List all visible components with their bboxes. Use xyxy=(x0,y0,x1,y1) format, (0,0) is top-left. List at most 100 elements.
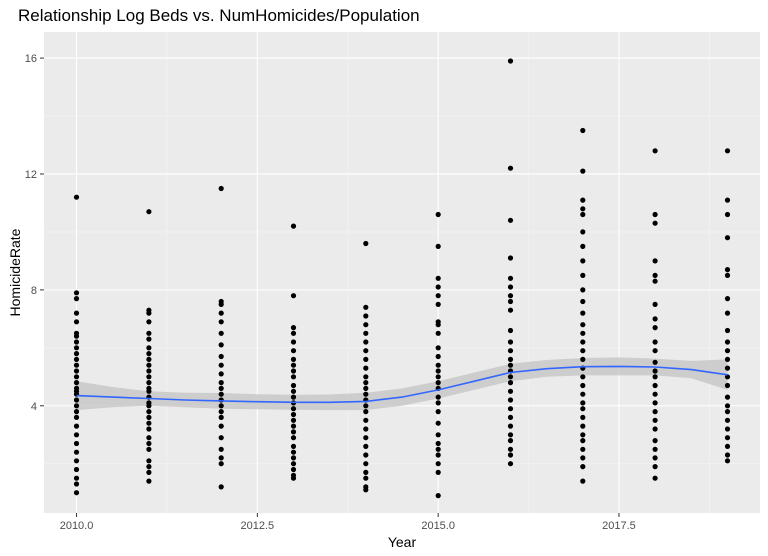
data-point xyxy=(73,403,80,409)
data-point xyxy=(724,339,731,345)
data-point xyxy=(435,400,441,406)
data-point xyxy=(290,325,297,331)
data-point xyxy=(435,440,441,447)
data-point xyxy=(73,475,80,481)
data-point xyxy=(290,223,297,229)
data-point xyxy=(580,258,586,264)
y-tick-label: 12 xyxy=(25,169,37,181)
data-point xyxy=(218,391,224,397)
data-point xyxy=(218,435,224,441)
data-point xyxy=(580,432,586,438)
data-point xyxy=(652,391,658,397)
data-point xyxy=(435,469,441,475)
data-point xyxy=(507,327,514,334)
data-point xyxy=(146,374,152,380)
data-point xyxy=(290,411,297,418)
data-point xyxy=(652,278,658,284)
data-point xyxy=(73,481,80,487)
data-point xyxy=(580,382,586,389)
data-point xyxy=(73,362,80,368)
data-point xyxy=(507,284,514,290)
data-point xyxy=(507,348,514,354)
data-point xyxy=(363,385,369,391)
data-point xyxy=(652,220,658,226)
data-point xyxy=(580,168,586,174)
data-point xyxy=(290,382,297,389)
data-point xyxy=(652,426,658,432)
data-point xyxy=(652,339,658,345)
data-point xyxy=(507,452,514,458)
data-point xyxy=(363,322,369,328)
data-point xyxy=(435,275,441,281)
data-point xyxy=(363,330,369,336)
data-point xyxy=(146,464,152,470)
data-point xyxy=(73,449,80,455)
data-point xyxy=(73,351,80,357)
data-point xyxy=(507,362,514,368)
data-point xyxy=(580,197,586,203)
data-point xyxy=(435,420,441,426)
x-axis-title: Year xyxy=(388,534,417,550)
data-point xyxy=(580,423,586,429)
data-point xyxy=(580,478,586,484)
data-point xyxy=(146,336,152,342)
data-point xyxy=(290,374,297,380)
data-point xyxy=(652,409,658,415)
data-point xyxy=(435,368,441,374)
data-point xyxy=(724,211,731,218)
data-point xyxy=(218,380,224,386)
data-point xyxy=(146,469,152,475)
data-point xyxy=(580,229,586,235)
data-point xyxy=(218,310,224,316)
data-point xyxy=(73,296,80,302)
data-point xyxy=(724,409,731,415)
data-point xyxy=(507,423,514,429)
data-point xyxy=(363,374,369,380)
data-point xyxy=(652,374,658,380)
data-point xyxy=(146,310,152,316)
data-point xyxy=(507,356,514,362)
data-point xyxy=(435,243,441,249)
data-point xyxy=(580,287,586,293)
data-point xyxy=(290,475,297,481)
data-point xyxy=(363,417,369,423)
data-point xyxy=(146,380,152,386)
data-point xyxy=(580,339,586,345)
data-point xyxy=(435,345,441,351)
data-point xyxy=(435,394,441,400)
data-point xyxy=(73,423,80,429)
data-point xyxy=(652,148,658,154)
data-point xyxy=(435,322,441,328)
data-point xyxy=(73,194,80,200)
data-point xyxy=(507,388,514,394)
data-point xyxy=(146,458,152,464)
data-point xyxy=(507,293,514,299)
data-point xyxy=(507,374,514,380)
data-point xyxy=(724,148,731,154)
data-point xyxy=(580,464,586,470)
data-point xyxy=(218,414,224,420)
data-point xyxy=(435,211,441,218)
data-point xyxy=(290,449,297,455)
data-point xyxy=(435,446,441,452)
data-point xyxy=(218,403,224,409)
data-point xyxy=(507,461,514,467)
data-point xyxy=(218,409,224,415)
data-point xyxy=(507,432,514,438)
data-point xyxy=(652,258,658,264)
data-point xyxy=(580,322,586,328)
data-point xyxy=(580,243,586,249)
data-point xyxy=(724,267,731,273)
data-point xyxy=(724,382,731,389)
data-point xyxy=(652,417,658,423)
y-axis: 4 8 12 16 xyxy=(25,53,44,413)
data-point xyxy=(363,475,369,481)
data-point xyxy=(580,438,586,444)
data-point xyxy=(580,211,586,218)
data-point xyxy=(290,461,297,467)
data-point xyxy=(652,325,658,331)
data-point xyxy=(146,426,152,432)
data-point xyxy=(290,339,297,345)
data-point xyxy=(146,420,152,426)
data-point xyxy=(435,293,441,299)
